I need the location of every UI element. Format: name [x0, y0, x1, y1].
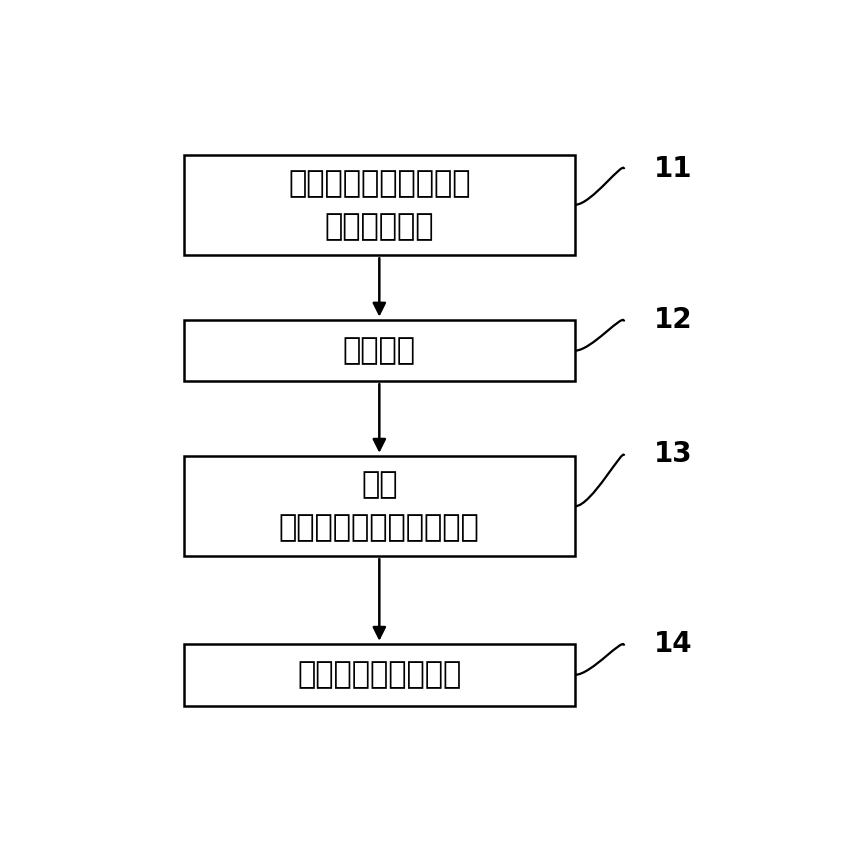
Text: 11: 11 [653, 155, 692, 183]
Text: 融合得到融合欧拉角: 融合得到融合欧拉角 [297, 660, 461, 690]
FancyBboxPatch shape [184, 155, 575, 255]
FancyBboxPatch shape [184, 456, 575, 557]
Text: 14: 14 [653, 631, 692, 658]
Text: 确定
第一欧拉角和第二欧拉角: 确定 第一欧拉角和第二欧拉角 [279, 471, 480, 542]
Text: 12: 12 [653, 306, 692, 334]
Text: 获取角速度、加速度和
磁场强度信息: 获取角速度、加速度和 磁场强度信息 [288, 169, 471, 241]
FancyBboxPatch shape [184, 644, 575, 706]
Text: 实时补偿: 实时补偿 [343, 336, 416, 365]
FancyBboxPatch shape [184, 320, 575, 381]
Text: 13: 13 [653, 440, 692, 468]
